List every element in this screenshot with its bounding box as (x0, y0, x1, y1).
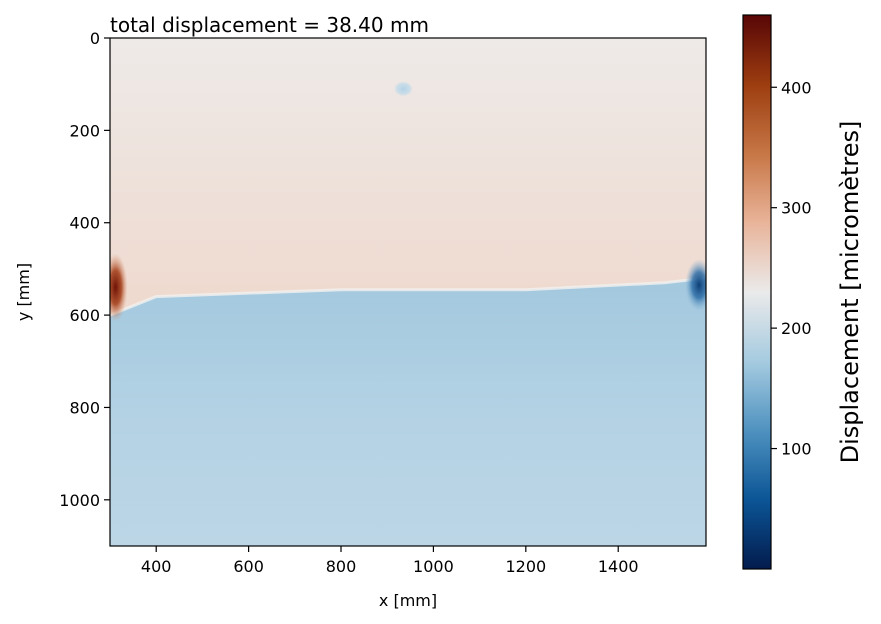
y-axis-ticks: 0 200 400 600 800 1000 (59, 29, 110, 510)
colorbar-ticks: 100 200 300 400 (771, 78, 812, 459)
chart-title: total displacement = 38.40 mm (110, 13, 429, 37)
hotspot-3 (393, 80, 414, 97)
colorbar-tick-label: 400 (781, 78, 812, 97)
y-tick-label: 1000 (59, 491, 100, 510)
colorbar-tick-label: 300 (781, 199, 812, 218)
y-axis-label: y [mm] (14, 263, 33, 321)
y-tick-label: 200 (69, 121, 100, 140)
x-tick-label: 800 (326, 557, 357, 576)
x-axis-label: x [mm] (379, 591, 437, 610)
lower-region (110, 278, 706, 546)
colorbar-tick-label: 200 (781, 319, 812, 338)
plot-frame (109, 37, 707, 547)
x-tick-label: 1200 (505, 557, 546, 576)
x-tick-label: 400 (141, 557, 172, 576)
boundary-line (110, 276, 706, 317)
y-tick-label: 400 (69, 214, 100, 233)
x-tick-label: 1400 (598, 557, 639, 576)
colorbar (742, 14, 772, 570)
x-axis-ticks: 400 600 800 1000 1200 1400 (141, 546, 639, 576)
y-tick-label: 600 (69, 306, 100, 325)
x-tick-label: 600 (233, 557, 264, 576)
x-tick-label: 1000 (413, 557, 454, 576)
hotspot-2 (685, 259, 706, 312)
y-tick-label: 0 (90, 29, 100, 48)
y-tick-label: 800 (69, 398, 100, 417)
colorbar-tick-label: 100 (781, 440, 812, 459)
heatmap-field (110, 38, 706, 546)
colorbar-label: Displacement [micromètres] (836, 121, 864, 464)
hotspot-1 (110, 253, 128, 322)
hotspots (110, 80, 706, 322)
